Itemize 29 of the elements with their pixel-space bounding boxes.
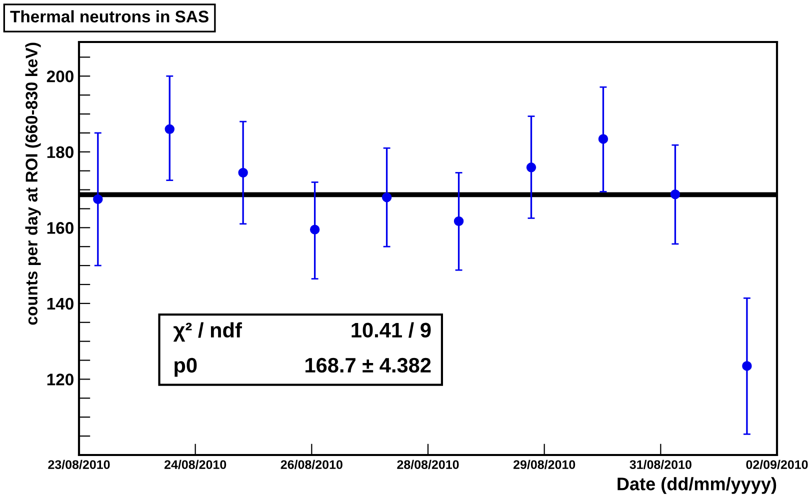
point bbox=[670, 189, 680, 200]
point bbox=[93, 194, 103, 204]
x-tick-label: 24/08/2010 bbox=[164, 460, 226, 470]
y-axis-title: counts per day at ROI (660-830 keV) bbox=[25, 42, 41, 325]
x-tick-label: 02/09/2010 bbox=[746, 460, 808, 470]
y-tick-label: 180 bbox=[47, 146, 74, 158]
point bbox=[598, 134, 608, 144]
x-tick-label: 31/08/2010 bbox=[630, 460, 692, 470]
point bbox=[164, 124, 175, 134]
y-tick-label: 120 bbox=[47, 374, 74, 386]
annotation: 10.41 / 9 bbox=[352, 322, 431, 338]
y-tick-label: 160 bbox=[47, 222, 74, 234]
x-axis-title: Date (dd/mm/yyyy) bbox=[618, 477, 776, 494]
annotation: χ² / ndf bbox=[173, 322, 242, 342]
chart-title: Thermal neutrons in SAS bbox=[10, 10, 208, 22]
x-tick-label: 23/08/2010 bbox=[48, 460, 110, 470]
x-tick-label: 26/08/2010 bbox=[280, 460, 342, 470]
annotation: 168.7 ± 4.382 bbox=[306, 358, 431, 373]
point bbox=[310, 224, 320, 234]
annotation: p0 bbox=[174, 358, 197, 377]
point bbox=[526, 162, 536, 172]
y-tick-label: 200 bbox=[46, 70, 74, 82]
point bbox=[454, 216, 464, 226]
x-tick-label: 28/08/2010 bbox=[397, 460, 459, 470]
point bbox=[238, 168, 248, 178]
point bbox=[742, 361, 752, 371]
point bbox=[382, 192, 392, 202]
x-tick-label: 29/08/2010 bbox=[513, 460, 576, 470]
y-tick-label: 140 bbox=[47, 298, 74, 310]
